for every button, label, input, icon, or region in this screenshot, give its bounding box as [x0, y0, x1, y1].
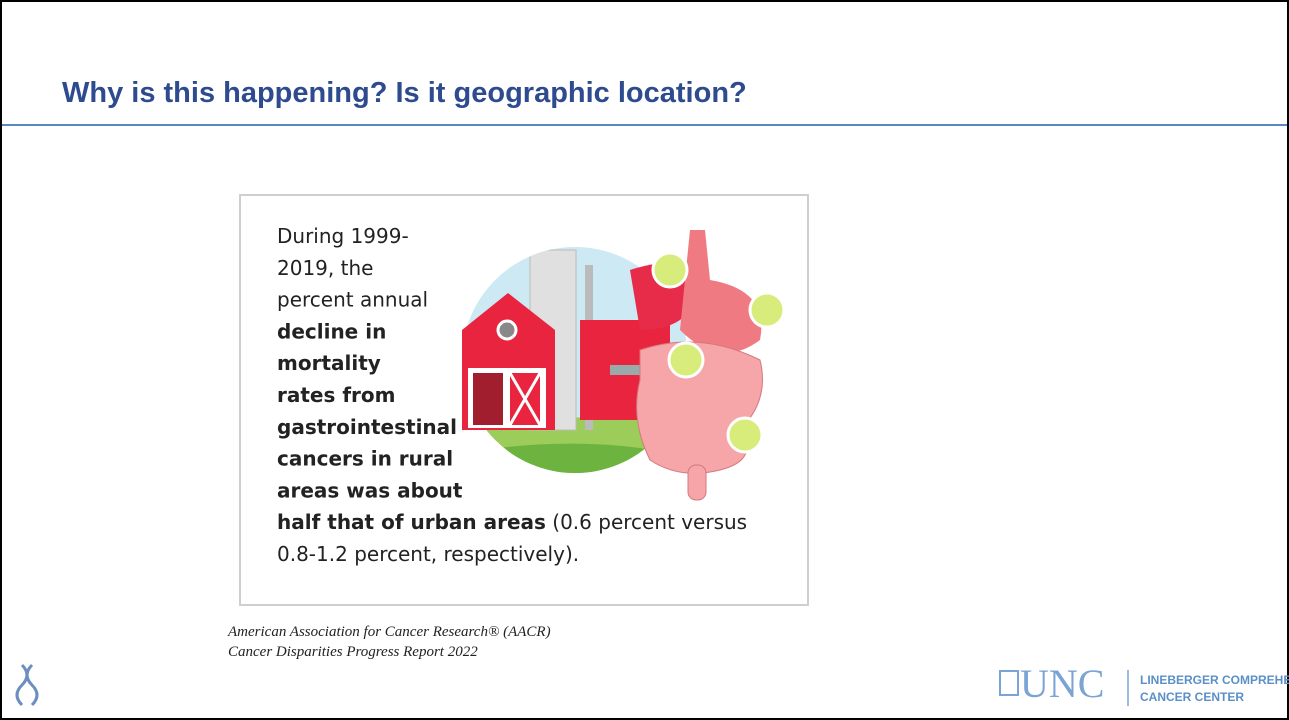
logo-name: UNC	[1020, 661, 1104, 706]
text-line: cancers in rural	[277, 447, 453, 471]
text-line: During 1999-	[277, 224, 409, 248]
text-segment: (0.6 percent versus	[546, 510, 747, 534]
slide-title: Why is this happening? Is it geographic …	[62, 77, 747, 109]
text-line: half that of urban areas (0.6 percent ve…	[277, 510, 747, 534]
text-segment: 2019, the	[277, 256, 373, 280]
text-line: gastrointestinal	[277, 415, 457, 439]
logo-line: CANCER CENTER	[1140, 690, 1244, 704]
text-segment: decline in	[277, 319, 386, 343]
citation-line: American Association for Cancer Research…	[227, 624, 551, 640]
slide: Why is this happening? Is it geographic …	[0, 0, 1289, 720]
infographic: During 1999- 2019, the percent annual decli…	[240, 195, 808, 605]
text-segment: percent annual	[277, 288, 428, 312]
text-line: 2019, the	[277, 256, 373, 280]
text-segment: rates from	[277, 383, 396, 407]
text-line: decline in	[277, 319, 386, 343]
text-line: areas was about	[277, 478, 463, 502]
text-segment: gastrointestinal	[277, 415, 457, 439]
text-line: mortality	[277, 351, 381, 375]
citation-line: Cancer Disparities Progress Report 2022	[228, 644, 478, 660]
text-segment: During 1999-	[277, 224, 409, 248]
text-segment: cancers in rural	[277, 447, 453, 471]
text-segment: 0.8-1.2 percent, respectively).	[277, 542, 579, 566]
text-line: 0.8-1.2 percent, respectively).	[277, 542, 579, 566]
text-line: rates from	[277, 383, 396, 407]
text-segment: half that of urban areas	[277, 510, 546, 534]
text-line: percent annual	[277, 288, 428, 312]
logo-line: LINEBERGER COMPREHENSIVE	[1140, 673, 1289, 687]
text-segment: areas was about	[277, 478, 463, 502]
text-segment: mortality	[277, 351, 381, 375]
